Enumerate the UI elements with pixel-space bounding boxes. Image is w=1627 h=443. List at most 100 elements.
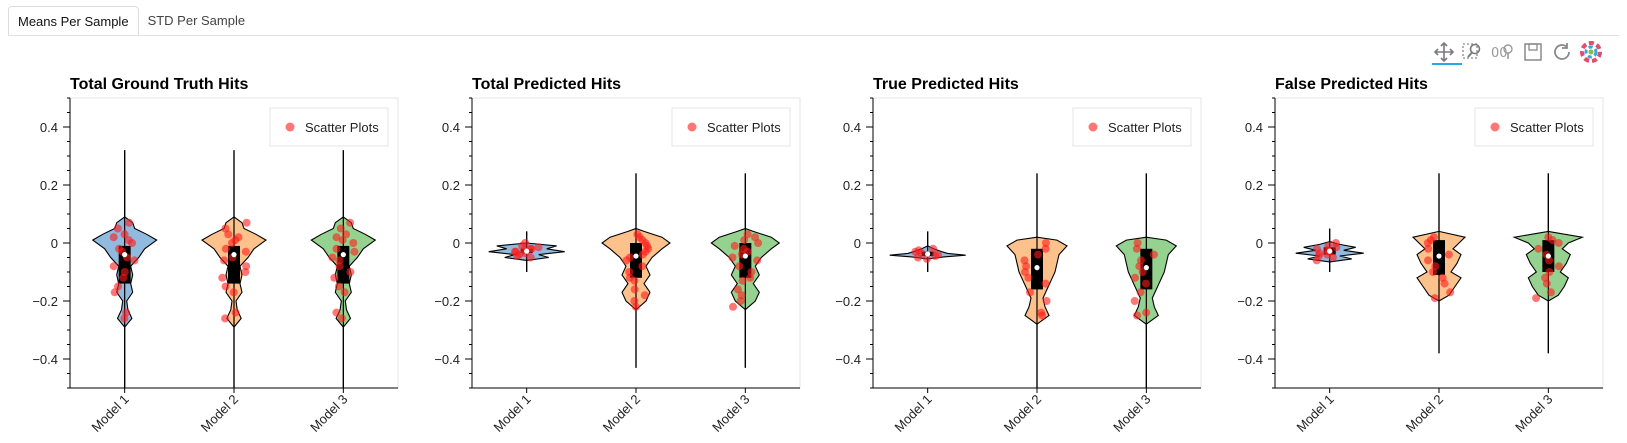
- bokeh-logo-icon[interactable]: [1579, 40, 1603, 64]
- save-icon[interactable]: [1521, 40, 1545, 64]
- scatter-point: [1331, 239, 1340, 247]
- violin-group: [200, 150, 268, 388]
- violin-group: [710, 173, 781, 368]
- scatter-point: [1137, 256, 1145, 265]
- scatter-point: [738, 276, 747, 285]
- y-tick-label: 0: [51, 236, 58, 251]
- iqr-box: [118, 245, 131, 284]
- scatter-point: [122, 308, 131, 317]
- legend-marker: [1088, 122, 1098, 132]
- scatter-point: [1034, 250, 1042, 259]
- scatter-point: [934, 250, 942, 259]
- tab-std-per-sample[interactable]: STD Per Sample: [147, 13, 246, 28]
- chart-title: Total Predicted Hits: [472, 76, 621, 93]
- y-tick-label: 0.4: [1245, 120, 1263, 135]
- reset-icon[interactable]: [1550, 40, 1574, 64]
- median-marker: [1436, 253, 1442, 259]
- scatter-point: [753, 256, 762, 265]
- scatter-point: [110, 288, 119, 297]
- y-tick-label: 0.2: [1245, 178, 1263, 193]
- pan-icon[interactable]: [1432, 40, 1456, 64]
- y-tick-label: 0: [453, 236, 460, 251]
- scatter-point: [113, 224, 122, 233]
- scatter-point: [1037, 308, 1046, 317]
- scatter-point: [1133, 311, 1142, 320]
- chart-panel: True Predicted Hits −0.4 −0.2 0 0.2 0.4 Model …: [835, 76, 1202, 435]
- tab-means-per-sample[interactable]: Means Per Sample: [8, 6, 139, 36]
- x-tick-label: Model 2: [1403, 392, 1446, 435]
- scatter-point: [1438, 273, 1447, 282]
- scatter-point: [109, 262, 118, 271]
- median-marker: [340, 252, 346, 258]
- median-marker: [1143, 265, 1149, 271]
- scatter-point: [1142, 308, 1151, 317]
- scatter-point: [510, 247, 519, 256]
- scatter-point: [638, 262, 647, 271]
- chart-title: False Predicted Hits: [1275, 76, 1428, 93]
- violin-group: [1006, 173, 1068, 388]
- y-tick-label: 0: [1256, 236, 1263, 251]
- scatter-point: [1041, 279, 1050, 288]
- y-tick-label: 0.4: [442, 120, 460, 135]
- y-tick-label: −0.4: [434, 352, 460, 367]
- scatter-point: [330, 273, 339, 282]
- scatter-point: [332, 233, 341, 242]
- violin-group: [488, 231, 565, 272]
- violin-group: [91, 150, 158, 388]
- scatter-point: [342, 230, 350, 239]
- wheel-zoom-icon[interactable]: 00: [1490, 40, 1514, 64]
- y-tick-label: −0.2: [32, 294, 58, 309]
- scatter-point: [335, 256, 344, 265]
- scatter-point: [1131, 273, 1139, 282]
- x-tick-label: Model 2: [600, 392, 643, 435]
- scatter-point: [1429, 233, 1438, 242]
- scatter-point: [1042, 297, 1051, 305]
- median-marker: [1034, 265, 1040, 271]
- y-tick-label: 0.2: [442, 178, 460, 193]
- scatter-point: [1026, 288, 1034, 297]
- y-tick-label: −0.2: [434, 294, 460, 309]
- scatter-point: [747, 268, 756, 276]
- scatter-point: [1138, 268, 1147, 276]
- box-zoom-icon[interactable]: [1461, 40, 1485, 64]
- scatter-point: [221, 244, 230, 253]
- legend: Scatter Plots: [1474, 107, 1594, 147]
- scatter-point: [336, 224, 345, 233]
- scatter-point: [1133, 239, 1142, 247]
- scatter-point: [114, 282, 122, 291]
- legend-label: Scatter Plots: [305, 120, 379, 135]
- x-tick-label: Model 1: [1293, 392, 1336, 435]
- y-tick-label: −0.4: [835, 352, 861, 367]
- scatter-point: [1130, 297, 1139, 305]
- scatter-point: [335, 262, 344, 271]
- scatter-point: [340, 288, 349, 297]
- scatter-point: [1534, 244, 1543, 253]
- chart-title: Total Ground Truth Hits: [70, 76, 248, 93]
- scatter-point: [1544, 233, 1553, 242]
- legend-box: [269, 107, 389, 147]
- legend-label: Scatter Plots: [707, 120, 781, 135]
- legend-marker: [285, 122, 295, 132]
- scatter-point: [1132, 244, 1141, 253]
- scatter-point: [729, 302, 737, 311]
- violin-group: [1115, 173, 1178, 388]
- legend-label: Scatter Plots: [1108, 120, 1182, 135]
- scatter-point: [733, 285, 742, 294]
- x-tick-label: Model 3: [1110, 392, 1153, 435]
- scatter-point: [220, 256, 229, 265]
- scatter-point: [633, 230, 642, 239]
- scatter-point: [740, 236, 749, 245]
- scatter-point: [231, 308, 240, 317]
- scatter-point: [1546, 288, 1555, 297]
- y-tick-label: −0.4: [32, 352, 58, 367]
- chart-title: True Predicted Hits: [873, 76, 1019, 93]
- scatter-point: [737, 291, 746, 300]
- scatter-point: [334, 282, 343, 291]
- scatter-point: [630, 297, 639, 305]
- scatter-point: [125, 218, 134, 227]
- scatter-point: [218, 273, 227, 282]
- scatter-point: [124, 236, 133, 245]
- scatter-point: [120, 230, 129, 239]
- median-marker: [524, 248, 530, 254]
- scatter-point: [1149, 250, 1158, 259]
